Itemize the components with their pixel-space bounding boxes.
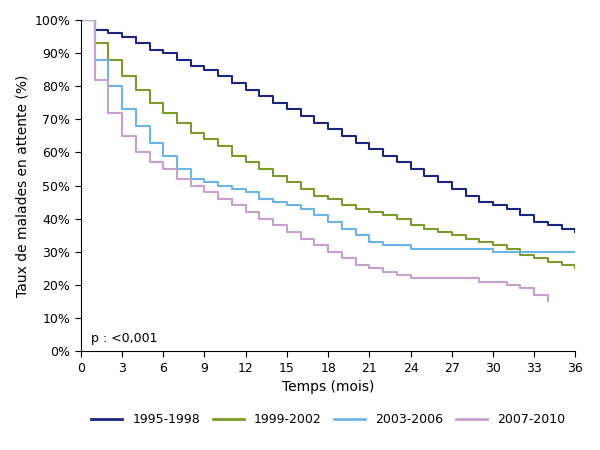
Text: p : <0,001: p : <0,001	[91, 332, 157, 345]
Y-axis label: Taux de malades en attente (%): Taux de malades en attente (%)	[15, 74, 29, 297]
X-axis label: Temps (mois): Temps (mois)	[282, 380, 374, 394]
Legend: 1995-1998, 1999-2002, 2003-2006, 2007-2010: 1995-1998, 1999-2002, 2003-2006, 2007-20…	[86, 408, 570, 431]
